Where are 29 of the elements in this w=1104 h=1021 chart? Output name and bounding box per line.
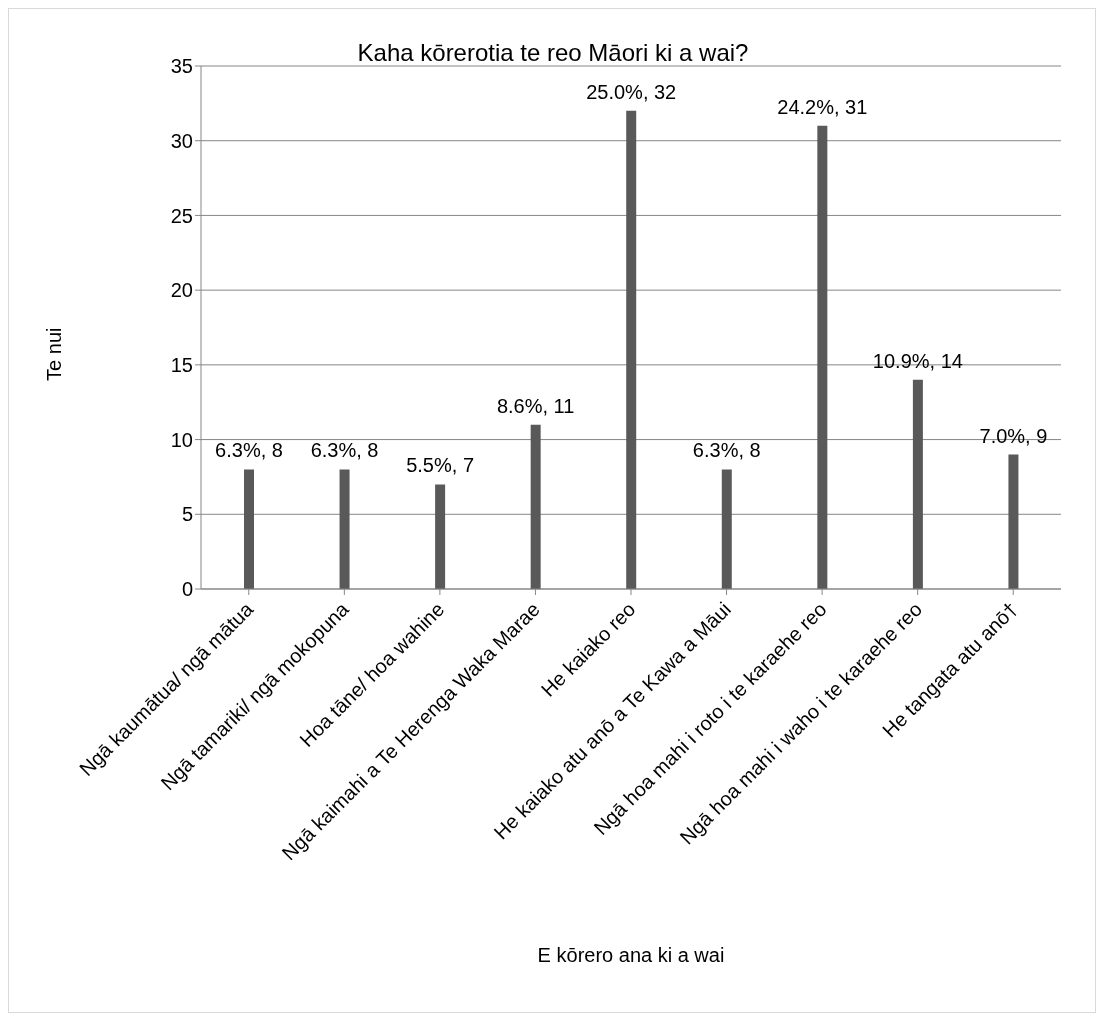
y-tick-label: 30 (170, 129, 193, 152)
data-label: 6.3%, 8 (310, 439, 379, 462)
y-tick-label: 10 (170, 428, 193, 451)
x-axis-title: E kōrero ana ki a wai (536, 944, 726, 967)
y-tick-label: 25 (170, 204, 193, 227)
bar (530, 424, 541, 589)
y-tick-label: 5 (181, 503, 193, 526)
chart-title: Kaha kōrerotia te reo Māori ki a wai? (357, 39, 749, 66)
bar (817, 125, 828, 589)
bar (435, 484, 446, 589)
bar (244, 469, 254, 589)
bar (1008, 454, 1019, 589)
data-label: 6.3%, 8 (215, 439, 283, 462)
data-label: 6.3%, 8 (692, 439, 761, 462)
bar (912, 379, 923, 589)
y-tick-label: 20 (170, 279, 193, 302)
data-label: 25.0%, 32 (586, 80, 677, 103)
bar (339, 469, 350, 589)
y-tick-label: 35 (170, 55, 193, 78)
y-axis-title: Te nui (43, 327, 66, 381)
bar (721, 469, 732, 589)
y-tick-label: 15 (170, 353, 193, 376)
y-tick-label: 0 (181, 578, 193, 601)
data-label: 24.2%, 31 (777, 95, 868, 118)
data-label: 7.0%, 9 (979, 424, 1048, 447)
data-label: 10.9%, 14 (872, 349, 963, 372)
data-label: 5.5%, 7 (406, 454, 475, 477)
bar (626, 110, 637, 589)
data-label: 8.6%, 11 (496, 394, 575, 417)
